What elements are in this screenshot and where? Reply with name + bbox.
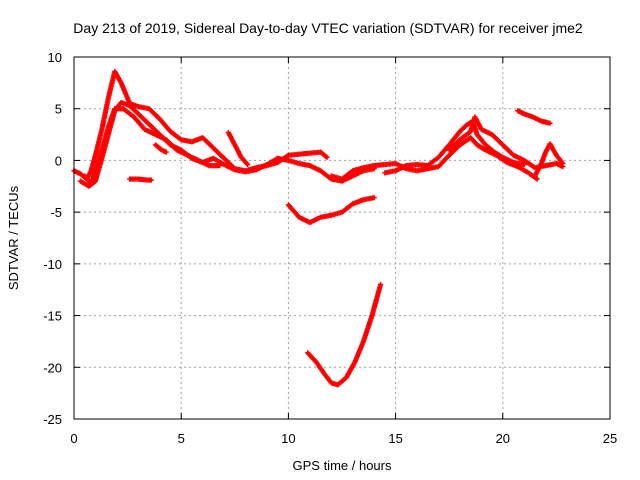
y-tick-label: -25 — [43, 412, 62, 427]
y-tick-label: -20 — [43, 360, 62, 375]
x-tick-label: 10 — [281, 431, 295, 446]
data-point-marker — [148, 177, 154, 183]
series-arc-7 — [285, 195, 377, 226]
y-tick-label: -5 — [50, 205, 62, 220]
series-arc-8 — [305, 281, 384, 388]
series-arc-13 — [532, 141, 566, 179]
y-axis-ticks: 10 5 0 -5 -10 -15 -20 -25 — [43, 50, 610, 427]
x-tick-label: 0 — [70, 431, 77, 446]
data-point-marker — [324, 154, 330, 160]
series-arc-6 — [225, 129, 251, 168]
plot-frame — [73, 56, 611, 420]
series-arc-10 — [382, 118, 527, 176]
y-tick-label: 10 — [48, 50, 62, 65]
y-tick-label: -15 — [43, 309, 62, 324]
y-tick-label: 0 — [55, 153, 62, 168]
data-point-marker — [534, 176, 540, 182]
x-tick-label: 15 — [388, 431, 402, 446]
y-tick-label: -10 — [43, 257, 62, 272]
x-axis-label: GPS time / hours — [293, 458, 392, 473]
series-arc-3 — [82, 106, 223, 187]
series-arc-11 — [446, 114, 566, 171]
y-tick-label: 5 — [55, 102, 62, 117]
data-point-marker — [217, 163, 223, 169]
series-arc-12 — [515, 108, 553, 126]
data-point-marker — [560, 160, 566, 167]
data-points — [71, 68, 566, 388]
chart-title: Day 213 of 2019, Sidereal Day-to-day VTE… — [73, 20, 583, 36]
x-axis-ticks: 0 5 10 15 20 25 — [70, 57, 617, 446]
series-arc-5 — [152, 142, 169, 155]
data-point-marker — [377, 281, 384, 288]
series-arc-4 — [127, 176, 154, 183]
x-tick-label: 20 — [496, 431, 510, 446]
series-arc-9 — [328, 135, 540, 182]
data-point-marker — [371, 195, 377, 201]
x-tick-label: 5 — [178, 431, 185, 446]
y-axis-label: SDTVAR / TECUs — [6, 185, 21, 290]
data-point-marker — [547, 120, 553, 126]
data-point-marker — [163, 149, 169, 155]
data-point-marker — [245, 161, 251, 168]
x-tick-label: 25 — [603, 431, 617, 446]
